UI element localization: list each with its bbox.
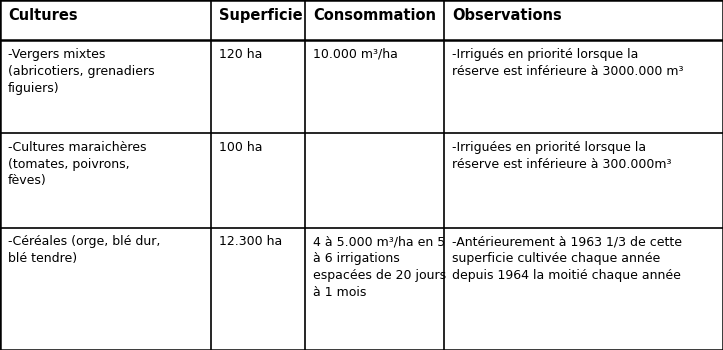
Text: réserve est inférieure à 3000.000 m³: réserve est inférieure à 3000.000 m³ — [452, 65, 683, 78]
Text: blé tendre): blé tendre) — [8, 252, 77, 265]
Text: (tomates, poivrons,: (tomates, poivrons, — [8, 158, 129, 170]
Text: Superficie: Superficie — [219, 8, 303, 23]
Text: espacées de 20 jours: espacées de 20 jours — [313, 269, 446, 282]
Text: 12.300 ha: 12.300 ha — [219, 235, 282, 248]
Text: superficie cultivée chaque année: superficie cultivée chaque année — [452, 252, 660, 265]
Text: 10.000 m³/ha: 10.000 m³/ha — [313, 48, 398, 61]
Text: -Vergers mixtes: -Vergers mixtes — [8, 48, 106, 61]
Text: -Cultures maraichères: -Cultures maraichères — [8, 141, 147, 154]
Text: Observations: Observations — [452, 8, 562, 23]
Text: Consommation: Consommation — [313, 8, 436, 23]
Text: 120 ha: 120 ha — [219, 48, 262, 61]
Text: 100 ha: 100 ha — [219, 141, 262, 154]
Text: -Céréales (orge, blé dur,: -Céréales (orge, blé dur, — [8, 235, 161, 248]
Text: réserve est inférieure à 300.000m³: réserve est inférieure à 300.000m³ — [452, 158, 672, 170]
Text: fèves): fèves) — [8, 174, 47, 187]
Text: 4 à 5.000 m³/ha en 5: 4 à 5.000 m³/ha en 5 — [313, 235, 445, 248]
Text: -Antérieurement à 1963 1/3 de cette: -Antérieurement à 1963 1/3 de cette — [452, 235, 682, 248]
Text: (abricotiers, grenadiers: (abricotiers, grenadiers — [8, 65, 155, 78]
Text: -Irriguées en priorité lorsque la: -Irriguées en priorité lorsque la — [452, 141, 646, 154]
Text: figuiers): figuiers) — [8, 82, 59, 95]
Text: Cultures: Cultures — [8, 8, 77, 23]
Text: à 6 irrigations: à 6 irrigations — [313, 252, 400, 265]
Text: à 1 mois: à 1 mois — [313, 286, 367, 299]
Text: depuis 1964 la moitié chaque année: depuis 1964 la moitié chaque année — [452, 269, 681, 282]
Text: -Irrigués en priorité lorsque la: -Irrigués en priorité lorsque la — [452, 48, 638, 61]
